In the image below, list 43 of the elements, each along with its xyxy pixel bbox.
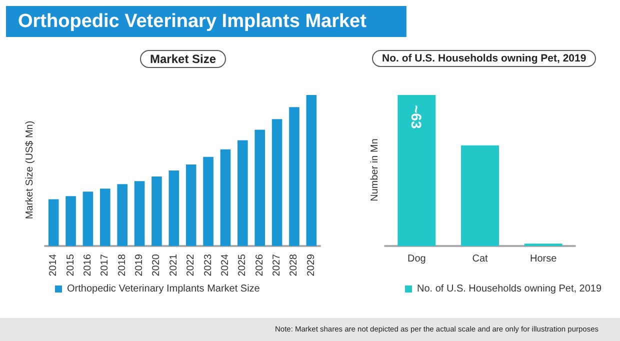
x-tick-label: 2015 xyxy=(65,254,76,276)
legend-label: Orthopedic Veterinary Implants Market Size xyxy=(67,284,260,294)
bar xyxy=(66,196,76,246)
x-tick-label: 2016 xyxy=(82,254,94,276)
bar xyxy=(100,188,110,246)
x-tick-label: 2026 xyxy=(254,254,266,276)
x-tick-label: 2018 xyxy=(116,254,128,276)
data-label: ~63 xyxy=(408,105,425,129)
bar xyxy=(48,199,59,246)
bar xyxy=(220,149,231,246)
bar xyxy=(134,181,145,246)
x-tick-label: 2019 xyxy=(134,254,146,276)
chart-title: Orthopedic Veterinary Implants Market xyxy=(18,11,368,32)
x-tick-label: Cat xyxy=(472,254,488,264)
x-tick-label: 2024 xyxy=(220,254,231,276)
bar xyxy=(152,176,162,246)
bar xyxy=(272,119,282,246)
bar xyxy=(203,156,214,246)
chart-subtitle: Market Size xyxy=(150,52,216,66)
x-tick-label: 2027 xyxy=(272,254,283,276)
y-axis-title: Market Size (US$ Mn) xyxy=(24,120,36,220)
x-tick-label: 2028 xyxy=(288,254,300,276)
bar xyxy=(238,140,248,246)
x-tick-label: 2022 xyxy=(186,254,197,276)
x-tick-label: 2014 xyxy=(48,254,60,276)
y-axis-title: Number in Mn xyxy=(370,138,380,202)
x-tick-label: 2025 xyxy=(237,254,248,276)
x-tick-label: 2020 xyxy=(151,254,162,276)
bar xyxy=(254,130,265,246)
bar xyxy=(168,170,180,246)
bar xyxy=(82,192,94,246)
bar xyxy=(117,184,128,246)
x-tick-label: 2023 xyxy=(202,254,214,276)
x-tick-label: 2017 xyxy=(100,254,111,276)
chart-title: No. of U.S. Households owning Pet, 2019 xyxy=(382,52,586,64)
bar xyxy=(306,95,317,246)
bar xyxy=(186,164,196,246)
legend-label: No. of U.S. Households owning Pet, 2019 xyxy=(417,284,602,294)
x-tick-label: 2029 xyxy=(306,254,317,276)
x-tick-label: Horse xyxy=(530,254,558,264)
x-tick-label: 2021 xyxy=(168,254,180,276)
x-tick-label: Dog xyxy=(407,254,426,264)
bar xyxy=(289,107,300,246)
